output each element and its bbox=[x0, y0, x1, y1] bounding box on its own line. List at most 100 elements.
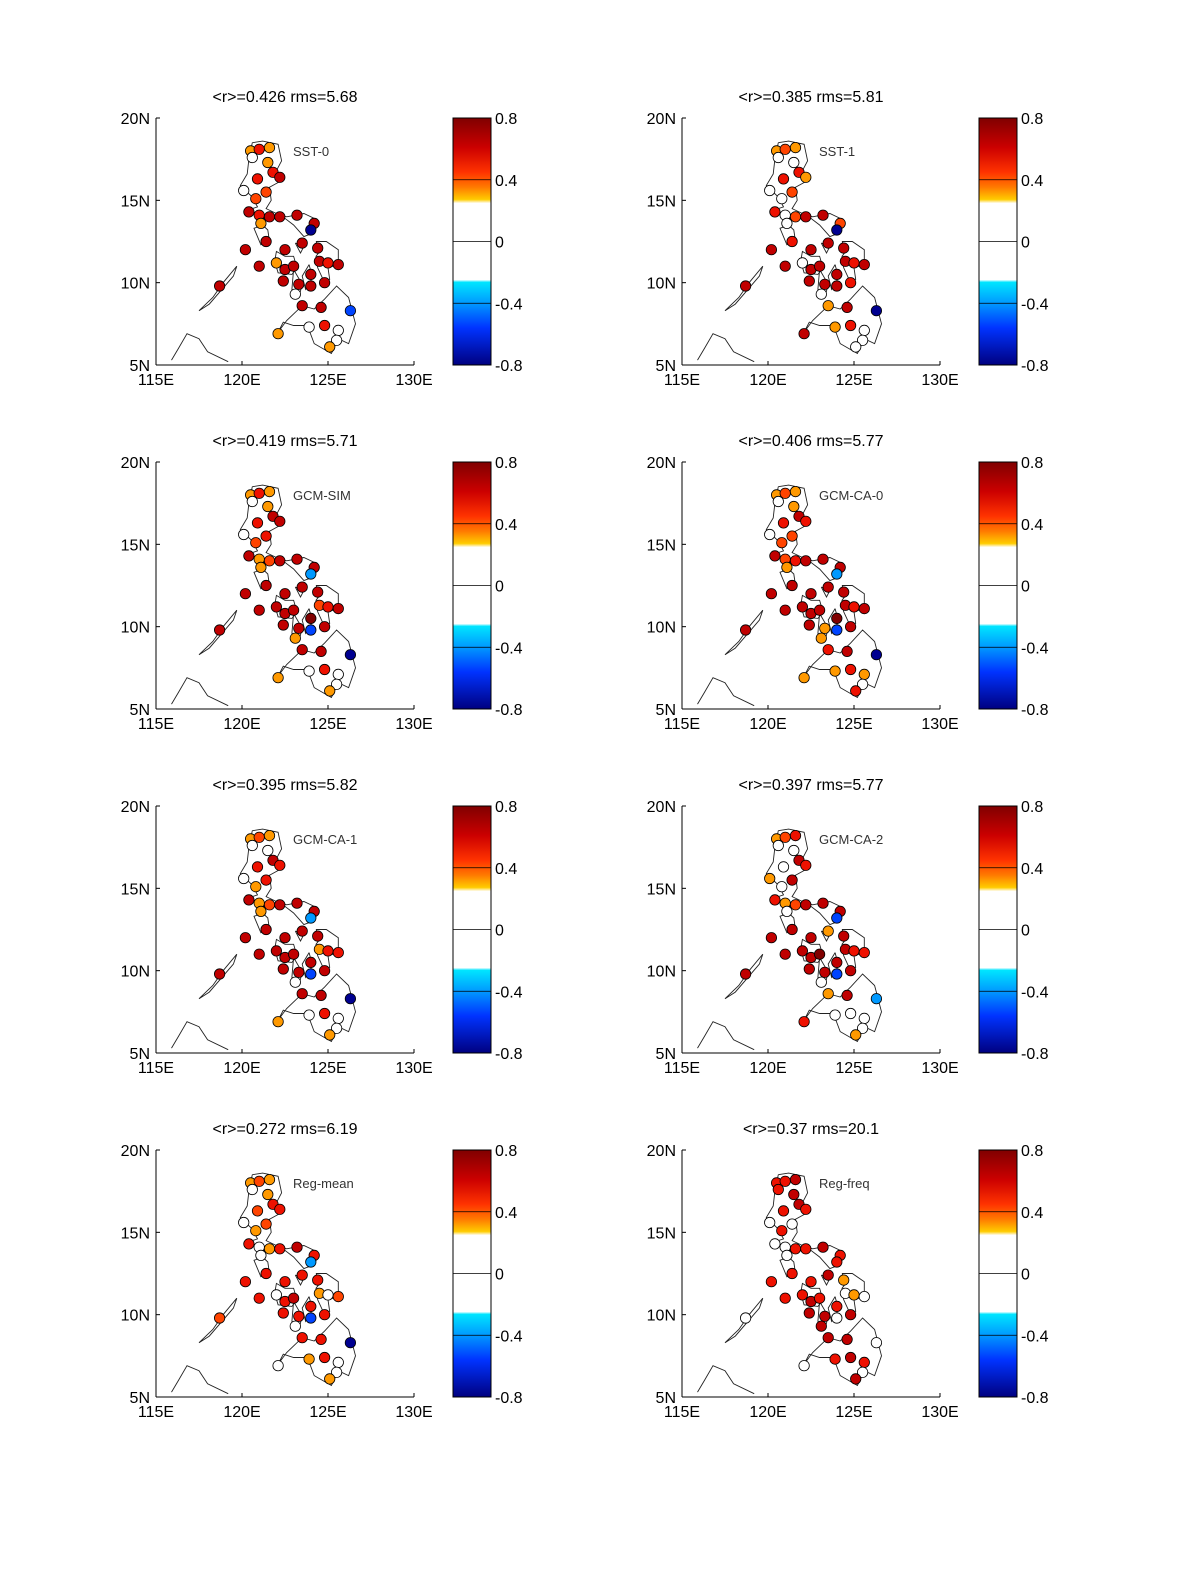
panel-title: <r>=0.419 rms=5.71 bbox=[213, 433, 358, 450]
station-point bbox=[312, 242, 324, 254]
y-tick-label: 20N bbox=[121, 1143, 150, 1160]
station-point bbox=[848, 945, 860, 957]
station-point bbox=[777, 1205, 790, 1217]
station-point bbox=[739, 1312, 752, 1324]
station-point bbox=[838, 242, 850, 254]
y-tick-label: 20N bbox=[647, 1143, 676, 1160]
station-point bbox=[788, 156, 800, 169]
station-point bbox=[238, 528, 250, 541]
station-point bbox=[238, 1216, 250, 1229]
panel-title: <r>=0.406 rms=5.77 bbox=[739, 433, 884, 450]
station-point bbox=[330, 334, 343, 346]
station-point bbox=[800, 171, 812, 183]
station-point bbox=[788, 844, 800, 857]
station-point bbox=[856, 334, 869, 346]
station-point bbox=[324, 1029, 336, 1041]
station-point bbox=[287, 604, 300, 616]
station-point bbox=[813, 260, 826, 272]
station-point bbox=[315, 1333, 327, 1346]
station-point bbox=[322, 257, 334, 269]
coastline bbox=[841, 1273, 865, 1316]
station-point bbox=[813, 948, 826, 960]
panel-label: SST-0 bbox=[293, 144, 329, 159]
station-point bbox=[789, 485, 802, 498]
coastline bbox=[171, 1021, 229, 1051]
station-point bbox=[819, 966, 831, 978]
colorbar-tick-label: -0.4 bbox=[1021, 296, 1049, 313]
station-point bbox=[858, 602, 870, 615]
station-point bbox=[844, 319, 857, 332]
station-point bbox=[856, 678, 869, 690]
y-tick-label: 10N bbox=[647, 276, 676, 293]
station-point bbox=[779, 260, 791, 272]
station-point bbox=[776, 193, 788, 205]
station-point bbox=[848, 1289, 860, 1301]
colorbar-tick-label: 0 bbox=[1021, 579, 1030, 596]
station-point bbox=[250, 881, 262, 893]
station-point bbox=[831, 268, 843, 280]
station-point bbox=[800, 859, 812, 871]
station-point bbox=[779, 831, 791, 843]
coastline bbox=[171, 333, 229, 363]
panel-label: GCM-CA-0 bbox=[819, 488, 883, 503]
station-point bbox=[798, 328, 810, 340]
colorbar-tick-label: -0.4 bbox=[495, 296, 523, 313]
station-point bbox=[764, 1216, 776, 1229]
station-point bbox=[817, 1241, 829, 1253]
y-tick-label: 20N bbox=[647, 799, 676, 816]
station-point bbox=[829, 665, 841, 677]
x-tick-label: 115E bbox=[664, 372, 700, 389]
station-point bbox=[848, 601, 860, 613]
station-point bbox=[303, 665, 315, 677]
station-point bbox=[250, 537, 262, 549]
station-point bbox=[822, 988, 834, 1000]
station-point bbox=[805, 1276, 817, 1288]
x-tick-label: 125E bbox=[835, 716, 872, 733]
station-point bbox=[817, 897, 829, 909]
station-point bbox=[274, 515, 286, 527]
x-tick-label: 115E bbox=[138, 372, 174, 389]
station-point bbox=[858, 1291, 870, 1303]
coastline bbox=[315, 241, 339, 284]
station-point bbox=[831, 1312, 843, 1324]
colorbar-tick-label: -0.4 bbox=[495, 640, 523, 657]
coastline bbox=[315, 1273, 339, 1316]
station-point bbox=[312, 1274, 324, 1286]
station-point bbox=[831, 224, 843, 236]
station-point bbox=[781, 905, 793, 918]
coastline bbox=[198, 265, 238, 312]
station-point bbox=[789, 211, 802, 223]
station-point bbox=[260, 186, 272, 198]
station-point bbox=[263, 142, 276, 154]
colorbar-tick-label: 0 bbox=[495, 1267, 504, 1284]
station-point bbox=[344, 305, 356, 317]
station-point bbox=[239, 1276, 251, 1288]
station-point bbox=[289, 288, 301, 300]
station-point bbox=[841, 645, 853, 658]
panel-title: <r>=0.37 rms=20.1 bbox=[743, 1121, 879, 1138]
station-point bbox=[822, 300, 834, 312]
station-point bbox=[822, 237, 834, 249]
colorbar-tick-label: -0.8 bbox=[1021, 1390, 1049, 1407]
station-point bbox=[332, 1291, 344, 1303]
station-point bbox=[800, 899, 812, 911]
x-tick-label: 125E bbox=[309, 1060, 346, 1077]
station-point bbox=[289, 632, 301, 644]
station-point bbox=[786, 530, 798, 542]
coastline bbox=[277, 285, 356, 355]
coastline bbox=[724, 1297, 764, 1344]
panel-title: <r>=0.395 rms=5.82 bbox=[213, 777, 358, 794]
station-point bbox=[296, 925, 308, 937]
colorbar-tick-label: 0.4 bbox=[495, 517, 517, 534]
station-point bbox=[819, 622, 831, 634]
x-tick-label: 120E bbox=[223, 1404, 260, 1421]
colorbar-tick-label: 0 bbox=[1021, 923, 1030, 940]
colorbar-tick-label: 0.8 bbox=[1021, 111, 1043, 128]
station-point bbox=[277, 1307, 289, 1319]
station-point bbox=[819, 1310, 831, 1322]
station-point bbox=[243, 550, 255, 562]
station-point bbox=[287, 1292, 300, 1304]
station-point bbox=[844, 965, 857, 977]
panel-title: <r>=0.426 rms=5.68 bbox=[213, 89, 358, 106]
colorbar-tick-label: 0.4 bbox=[1021, 861, 1043, 878]
